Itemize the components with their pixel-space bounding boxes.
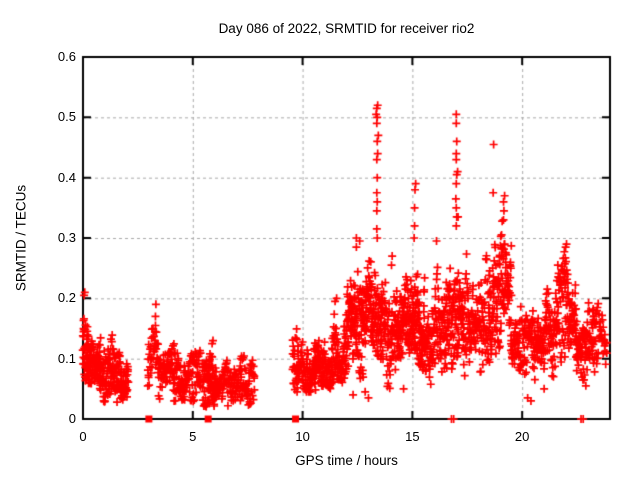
x-tick-label: 5	[189, 429, 197, 444]
x-tick-label: 0	[79, 429, 87, 444]
y-tick-label: 0	[68, 411, 76, 426]
x-tick-label: 15	[405, 429, 420, 444]
x-tick-label: 10	[295, 429, 310, 444]
y-tick-label: 0.1	[57, 350, 76, 366]
y-tick-label: 0.6	[57, 49, 76, 64]
y-tick-label: 0.2	[57, 290, 76, 306]
chart-title: Day 086 of 2022, SRMTID for receiver rio…	[218, 21, 475, 36]
x-axis-label: GPS time / hours	[295, 453, 398, 468]
y-tick-label: 0.5	[57, 109, 76, 125]
y-tick-label: 0.3	[57, 230, 76, 245]
y-tick-label: 0.4	[57, 169, 76, 185]
x-tick-label: 20	[514, 429, 530, 444]
